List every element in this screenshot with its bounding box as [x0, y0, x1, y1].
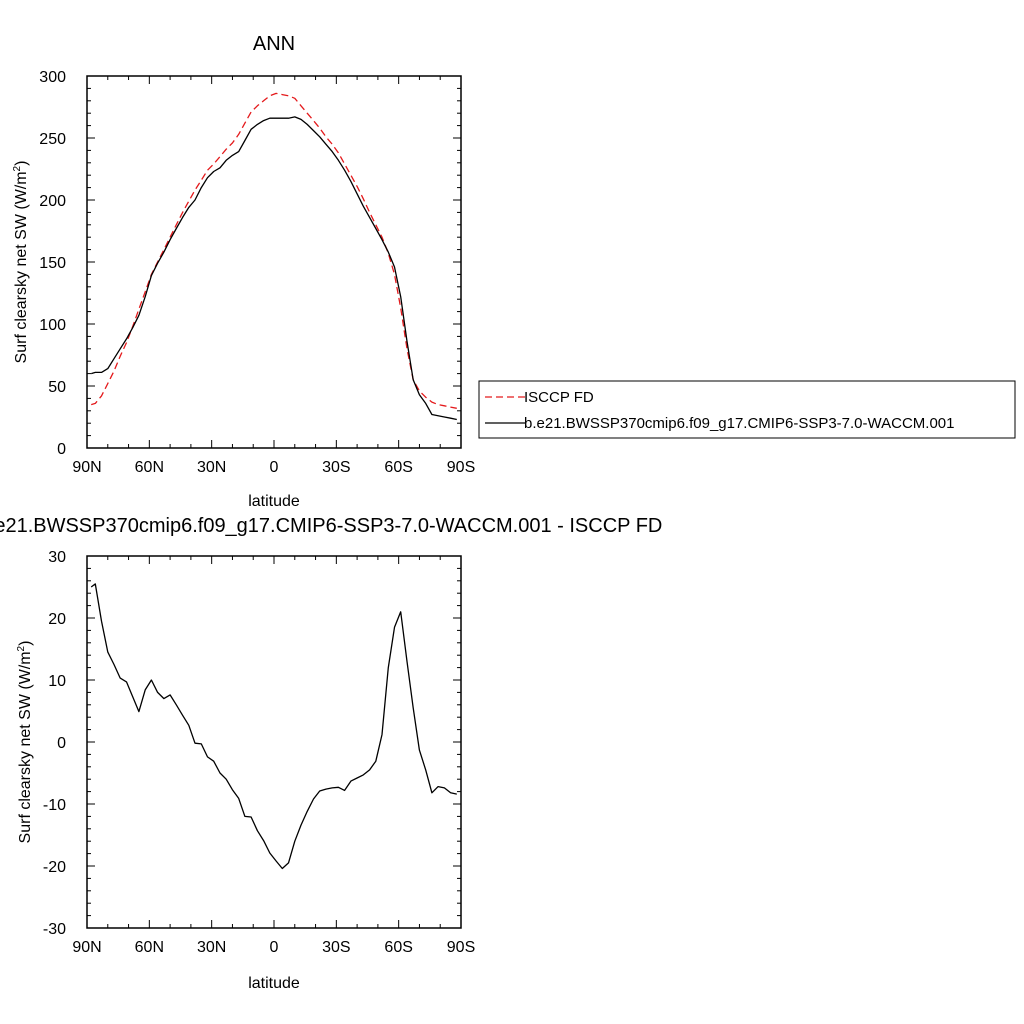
plot-frame	[86, 75, 462, 449]
x-tick-label: 30N	[197, 459, 226, 476]
y-tick-label: 100	[39, 317, 66, 334]
chart-title: ANN	[253, 33, 295, 55]
y-tick-label: -20	[43, 859, 66, 876]
chart-title: b.e21.BWSSP370cmip6.f09_g17.CMIP6-SSP3-7…	[0, 515, 662, 537]
legend-label-1: ISCCP FD	[524, 389, 594, 406]
chart-panel-1: ANN 90N 60N 30N 0 30S 60S 90S 0 50 100 150 200 250 300…	[12, 33, 1016, 510]
legend: ISCCP FD b.e21.BWSSP370cmip6.f09_g17.CMIP…	[478, 380, 1016, 439]
series-line-1	[91, 92, 457, 409]
x-tick-label: 90N	[72, 459, 101, 476]
series-line-1	[90, 583, 457, 870]
y-tick-label: -10	[43, 797, 66, 814]
plot-frame	[86, 555, 462, 929]
x-tick-label: 0	[270, 459, 279, 476]
legend-box	[478, 380, 1016, 439]
y-tick-label: 50	[48, 379, 66, 396]
x-tick-label: 30S	[322, 459, 350, 476]
x-tick-label: 90S	[447, 939, 475, 956]
x-tick-label: 90N	[72, 939, 101, 956]
series-line-2	[91, 116, 457, 421]
y-tick-label: 150	[39, 255, 66, 272]
x-tick-label: 60S	[384, 459, 412, 476]
x-axis-label: latitude	[248, 975, 300, 992]
x-tick-label: 60N	[135, 459, 164, 476]
y-tick-label: 0	[57, 441, 66, 458]
y-tick-label: 250	[39, 131, 66, 148]
y-tick-label: 20	[48, 611, 66, 628]
y-axis-label: Surf clearsky net SW (W/m2)	[12, 161, 30, 364]
y-tick-label: 10	[48, 673, 66, 690]
x-tick-label: 0	[270, 939, 279, 956]
chart-panel-2: b.e21.BWSSP370cmip6.f09_g17.CMIP6-SSP3-7…	[0, 515, 662, 992]
x-axis-label: latitude	[248, 493, 300, 510]
y-tick-label: 300	[39, 69, 66, 86]
legend-label-2: b.e21.BWSSP370cmip6.f09_g17.CMIP6-SSP3-7…	[524, 415, 954, 432]
y-tick-label: -30	[43, 921, 66, 938]
x-tick-label: 60N	[135, 939, 164, 956]
x-tick-label: 30S	[322, 939, 350, 956]
y-axis-label: Surf clearsky net SW (W/m2)	[16, 641, 34, 844]
x-tick-label: 30N	[197, 939, 226, 956]
x-tick-label: 90S	[447, 459, 475, 476]
y-tick-label: 30	[48, 549, 66, 566]
y-tick-label: 200	[39, 193, 66, 210]
y-tick-label: 0	[57, 735, 66, 752]
x-tick-label: 60S	[384, 939, 412, 956]
